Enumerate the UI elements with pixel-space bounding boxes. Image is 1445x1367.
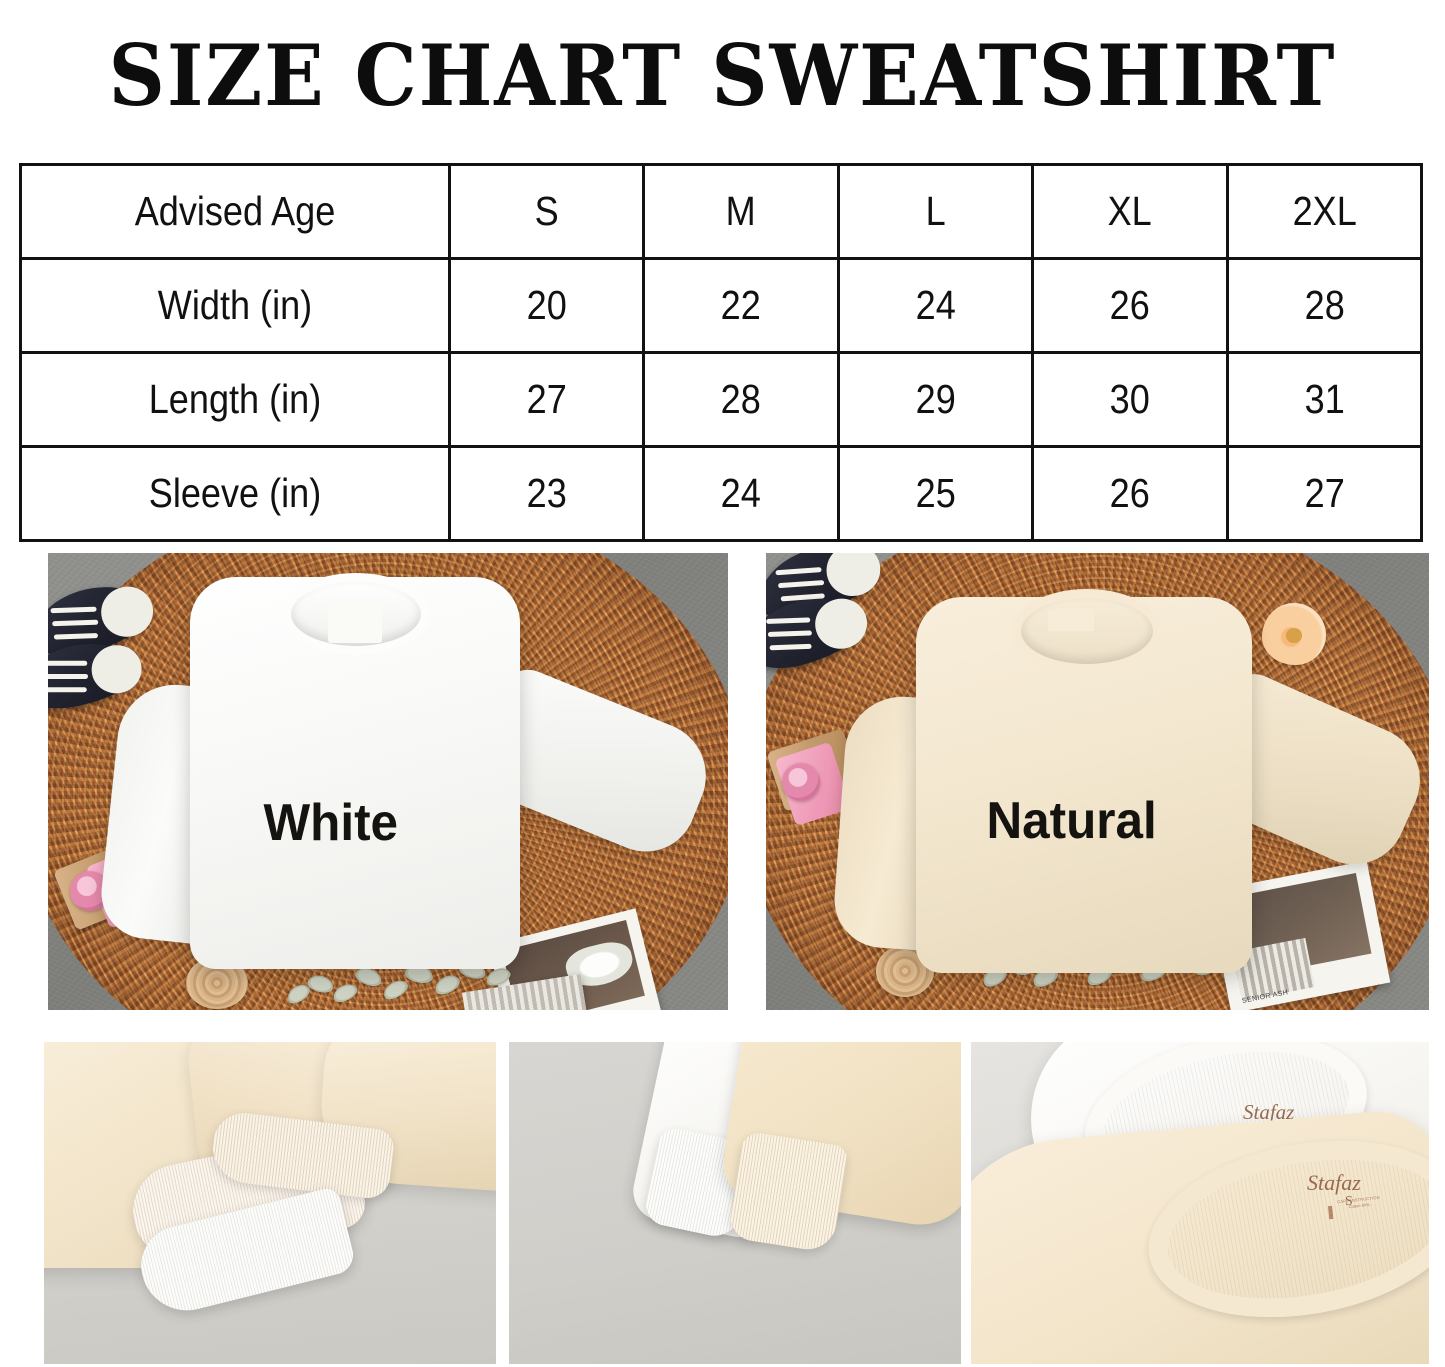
toy-camera-lens-icon [782, 763, 820, 801]
two-cuffs-closeup-photo [509, 1042, 961, 1364]
cell-length-2xl: 31 [1225, 351, 1424, 448]
table-row-length: Length (in) 27 28 29 30 31 [19, 351, 1424, 448]
cell-width-xl: 26 [1031, 257, 1229, 354]
natural-sweatshirt-photo: SENIOR ASH Natural [766, 553, 1429, 1010]
header-cell-m: M [642, 163, 840, 260]
header-cell-xl: XL [1031, 163, 1229, 260]
table-header-row: Advised Age S M L XL 2XL [19, 163, 1424, 260]
table-row-sleeve: Sleeve (in) 23 24 25 26 27 [19, 445, 1424, 542]
header-cell-l: L [836, 163, 1035, 260]
cell-width-2xl: 28 [1225, 257, 1424, 354]
cell-sleeve-l: 25 [836, 445, 1035, 542]
sweatshirt-collar [1012, 589, 1162, 673]
cream-size-label: S [1345, 1194, 1353, 1209]
row-label-sleeve: Sleeve (in) [19, 445, 451, 542]
page-title: SIZE CHART SWEATSHIRT [108, 26, 1337, 125]
neck-label-closeup-photo: Stafaz S Stafaz S CARE INSTRUCTION Cotto… [971, 1042, 1429, 1364]
cell-length-s: 27 [447, 351, 646, 448]
bleach-icon [1330, 1206, 1333, 1219]
neck-label-icon [1048, 609, 1094, 631]
header-cell-advised-age: Advised Age [19, 163, 451, 260]
cell-sleeve-m: 24 [642, 445, 840, 542]
cell-sleeve-s: 23 [447, 445, 646, 542]
cell-sleeve-xl: 26 [1031, 445, 1229, 542]
cell-length-l: 29 [836, 351, 1035, 448]
white-sweatshirt-photo: ASH White [48, 553, 728, 1010]
header-cell-2xl: 2XL [1225, 163, 1424, 260]
cell-width-m: 22 [642, 257, 840, 354]
header-cell-s: S [447, 163, 646, 260]
neck-label-icon [328, 599, 382, 643]
natural-print-label: Natural [986, 792, 1157, 850]
cell-width-s: 20 [447, 257, 646, 354]
size-chart-table: Advised Age S M L XL 2XL Width (in) 20 2… [19, 163, 1424, 542]
peach-flower-prop [1262, 603, 1326, 665]
cell-sleeve-2xl: 27 [1225, 445, 1424, 542]
cell-length-m: 28 [642, 351, 840, 448]
row-label-width: Width (in) [19, 257, 451, 354]
cell-length-xl: 30 [1031, 351, 1229, 448]
care-instruction-label: CARE INSTRUCTION Cotton 80% [1327, 1194, 1392, 1234]
cream-brand-label: Stafaz [1307, 1170, 1361, 1195]
cream-cuff [727, 1130, 849, 1254]
row-label-length: Length (in) [19, 351, 451, 448]
cream-hem-closeup-photo [44, 1042, 496, 1364]
cell-width-l: 24 [836, 257, 1035, 354]
table-row-width: Width (in) 20 22 24 26 28 [19, 257, 1424, 354]
white-print-label: White [263, 794, 398, 852]
